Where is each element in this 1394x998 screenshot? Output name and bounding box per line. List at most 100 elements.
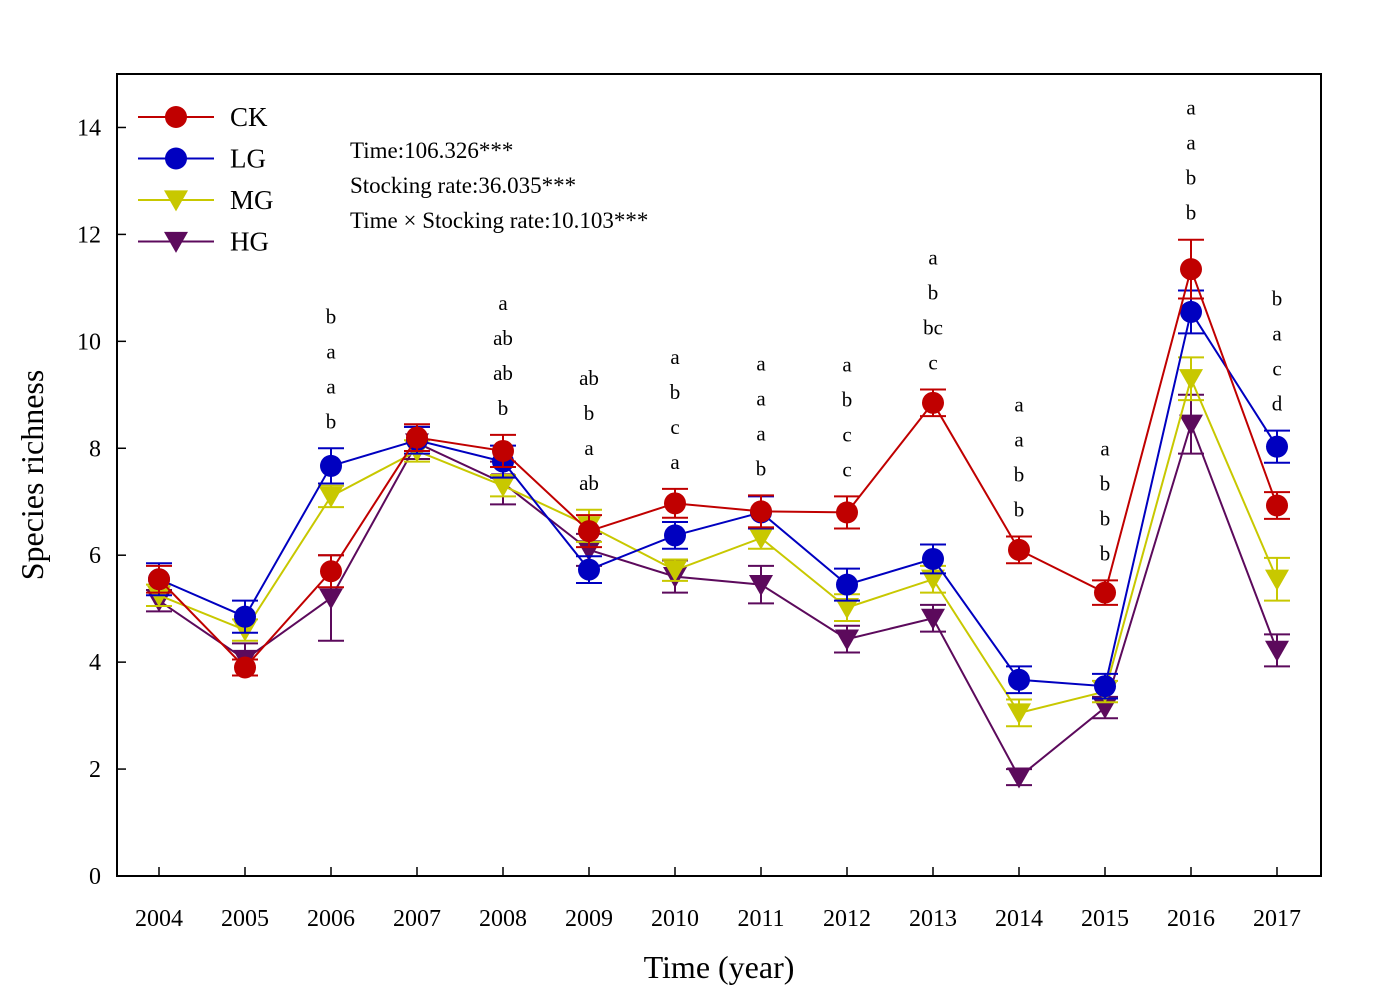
x-axis: 2004 2005 2006 2007 2008 2009 2010 2011 2012 2013… [135, 867, 1301, 932]
annotation-stocking-rate: Stocking rate:36.035*** [350, 173, 576, 198]
legend-label: MG [230, 185, 274, 215]
legend-marker [164, 231, 188, 253]
statistics-annotation: Time:106.326*** Stocking rate:36.035*** … [350, 138, 648, 233]
x-tick-label: 2008 [479, 906, 527, 932]
data-point-mg [749, 528, 773, 550]
significance-letter: b [1186, 201, 1197, 225]
significance-letter: b [1014, 462, 1025, 486]
significance-letter: b [326, 304, 337, 328]
x-tick-label: 2017 [1253, 906, 1301, 932]
significance-letter: c [928, 350, 937, 374]
legend-item-mg: MG [138, 185, 274, 215]
significance-letter: c [670, 415, 679, 439]
data-point-ck [320, 560, 342, 583]
data-point-ck [148, 568, 170, 591]
data-point-hg [577, 540, 601, 562]
data-point-mg [491, 476, 515, 498]
legend: CK LG MG HG [138, 102, 274, 257]
significance-letter: c [1272, 357, 1281, 381]
x-tick-label: 2011 [737, 906, 784, 932]
legend-label: CK [230, 102, 268, 132]
significance-letter: ab [579, 366, 599, 390]
significance-letter: b [498, 396, 509, 420]
significance-letter: b [1272, 287, 1283, 311]
legend-label: LG [230, 144, 266, 174]
series-line-hg [158, 421, 1278, 779]
significance-letter: a [670, 345, 680, 369]
data-point-lg [664, 524, 686, 547]
annotation-time: Time:106.326*** [350, 138, 513, 163]
significance-letter: b [1186, 166, 1197, 190]
legend-label: HG [230, 227, 269, 257]
legend-marker [165, 147, 187, 170]
data-point-mg [921, 569, 945, 591]
x-tick-label: 2004 [135, 906, 183, 932]
y-axis: 0 2 4 6 8 10 12 14 [77, 115, 126, 890]
annotation-interaction: Time × Stocking rate:10.103*** [350, 208, 648, 233]
significance-letter: ab [493, 326, 513, 350]
significance-letter: a [326, 374, 336, 398]
series-ck [146, 238, 1290, 679]
significance-letter: a [1014, 392, 1024, 416]
series-layer [146, 238, 1290, 789]
significance-letter: a [1272, 322, 1282, 346]
legend-item-ck: CK [138, 102, 268, 132]
data-point-hg [749, 575, 773, 597]
data-point-ck [750, 500, 772, 523]
significance-letter: b [1100, 506, 1111, 530]
significance-letter: a [498, 291, 508, 315]
y-tick-label: 0 [89, 864, 101, 890]
x-tick-label: 2012 [823, 906, 871, 932]
data-point-ck [1008, 538, 1030, 561]
data-point-mg [1179, 369, 1203, 391]
series-lg [146, 289, 1290, 700]
x-tick-label: 2015 [1081, 906, 1129, 932]
significance-letter: a [1014, 427, 1024, 451]
data-point-ck [664, 492, 686, 515]
significance-letter: a [756, 386, 766, 410]
significance-letter: b [670, 380, 681, 404]
significance-letter: a [1100, 436, 1110, 460]
data-point-mg [835, 597, 859, 619]
data-point-hg [1179, 414, 1203, 436]
y-tick-label: 8 [89, 436, 101, 462]
y-tick-label: 4 [89, 650, 101, 676]
legend-item-hg: HG [138, 227, 269, 257]
x-axis-title: Time (year) [644, 949, 795, 985]
legend-marker [165, 106, 187, 128]
significance-letter: ab [493, 361, 513, 385]
data-point-hg [1007, 767, 1031, 789]
data-point-hg [835, 629, 859, 651]
x-tick-label: 2009 [565, 906, 613, 932]
significance-letter: b [756, 456, 767, 480]
data-point-mg [663, 560, 687, 582]
significance-letter: b [928, 280, 939, 304]
y-tick-label: 12 [77, 222, 101, 248]
significance-letter: a [756, 421, 766, 445]
significance-letter: c [842, 457, 851, 481]
data-point-ck [1180, 258, 1202, 281]
significance-letter: ab [579, 471, 599, 495]
data-point-lg [320, 454, 342, 477]
data-point-ck [492, 439, 514, 462]
significance-letter: a [670, 450, 680, 474]
data-point-mg [1265, 569, 1289, 591]
data-point-mg [1007, 703, 1031, 725]
data-point-lg [922, 547, 944, 570]
data-point-ck [578, 520, 600, 543]
significance-letter: a [842, 352, 852, 376]
x-tick-label: 2005 [221, 906, 269, 932]
data-point-ck [836, 501, 858, 524]
y-tick-label: 2 [89, 757, 101, 783]
significance-letter: bc [923, 315, 943, 339]
significance-letter: b [326, 409, 337, 433]
data-point-ck [406, 426, 428, 449]
data-point-lg [234, 605, 256, 628]
significance-letter: a [1186, 96, 1196, 120]
significance-letter: d [1272, 392, 1283, 416]
legend-marker [164, 190, 188, 212]
data-point-lg [1008, 668, 1030, 691]
series-line-lg [158, 309, 1278, 688]
x-tick-label: 2006 [307, 906, 355, 932]
